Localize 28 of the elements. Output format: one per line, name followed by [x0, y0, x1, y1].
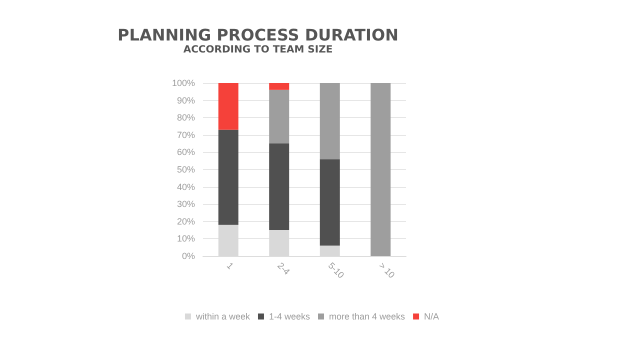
x-tick-label: 1 — [224, 260, 236, 272]
y-tick-label: 0% — [182, 251, 195, 261]
y-tick-label: 50% — [176, 164, 195, 174]
legend-label: within a week — [194, 312, 250, 322]
bar — [269, 83, 290, 90]
legend-label: more than 4 weeks — [329, 312, 406, 322]
chart-title: PLANNING PROCESS DURATION — [118, 26, 398, 44]
y-tick-label: 40% — [176, 182, 195, 192]
y-tick-label: 30% — [176, 199, 195, 210]
x-tick-label: 2-4 — [276, 260, 292, 277]
legend-label: N/A — [424, 312, 440, 322]
y-tick-label: 90% — [176, 95, 195, 106]
y-tick-label: 20% — [176, 216, 195, 226]
bar — [320, 83, 340, 160]
bar — [370, 83, 391, 256]
bar — [218, 83, 238, 130]
bar — [218, 130, 238, 225]
y-tick-label: 10% — [176, 234, 195, 244]
y-tick-label: 100% — [172, 78, 195, 88]
legend-label: 1-4 weeks — [268, 312, 310, 322]
chart-subtitle: ACCORDING TO TEAM SIZE — [183, 44, 333, 56]
y-tick-label: 60% — [176, 147, 195, 158]
y-tick-label: 70% — [176, 130, 195, 140]
y-tick-label: 80% — [176, 112, 195, 123]
bar — [269, 144, 290, 230]
x-tick-label: > 10 — [377, 260, 397, 280]
bar — [320, 159, 340, 246]
bar — [269, 90, 290, 144]
